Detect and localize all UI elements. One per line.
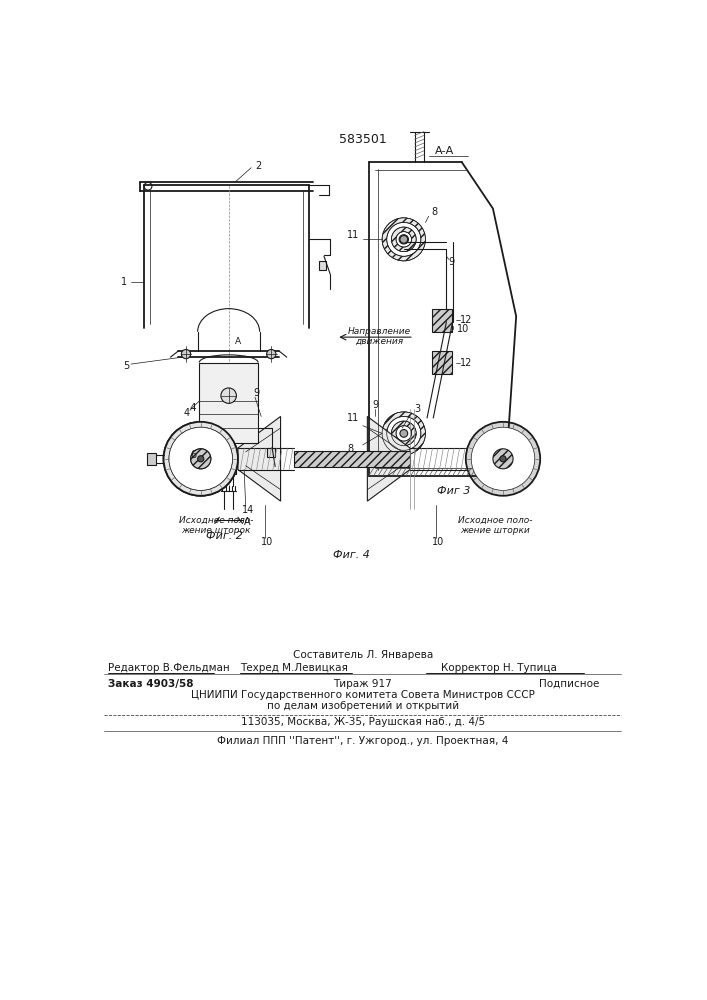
Text: Техред М.Левицкая: Техред М.Левицкая <box>240 663 348 673</box>
Circle shape <box>198 456 204 462</box>
Text: 3: 3 <box>414 404 420 414</box>
Text: 583501: 583501 <box>339 133 387 146</box>
Text: 12: 12 <box>460 315 473 325</box>
Text: Тираж 917: Тираж 917 <box>333 679 392 689</box>
Text: 4: 4 <box>184 408 189 418</box>
Circle shape <box>387 222 421 256</box>
Text: 2: 2 <box>255 161 262 171</box>
Circle shape <box>163 422 238 496</box>
Text: движения: движения <box>355 337 403 346</box>
Text: 10: 10 <box>261 537 274 547</box>
Circle shape <box>392 421 416 446</box>
Text: Исходное поло-: Исходное поло- <box>179 516 254 525</box>
Circle shape <box>472 427 534 490</box>
Text: жение шторок: жение шторок <box>182 526 251 535</box>
Circle shape <box>163 422 238 496</box>
Text: 12: 12 <box>460 358 473 368</box>
Text: Фиг. 4: Фиг. 4 <box>334 550 370 560</box>
Circle shape <box>396 232 411 247</box>
Text: по делам изобретений и открытий: по делам изобретений и открытий <box>267 701 459 711</box>
Circle shape <box>191 449 211 469</box>
Polygon shape <box>368 416 410 501</box>
Text: Исходное поло-: Исходное поло- <box>458 516 532 525</box>
Text: А-А: А-А <box>436 146 455 156</box>
Text: 9: 9 <box>449 257 455 267</box>
Bar <box>221 465 236 474</box>
Text: 8: 8 <box>347 444 354 454</box>
Bar <box>146 453 156 465</box>
Text: 8: 8 <box>431 207 437 217</box>
Circle shape <box>191 449 211 469</box>
Bar <box>293 451 410 466</box>
Text: Направление: Направление <box>347 327 411 336</box>
Bar <box>267 448 275 457</box>
Text: A: A <box>235 337 241 346</box>
Circle shape <box>221 388 236 403</box>
Text: 9: 9 <box>373 400 379 410</box>
Text: 11: 11 <box>347 231 359 240</box>
Text: 10: 10 <box>432 537 444 547</box>
Circle shape <box>493 449 513 469</box>
Text: 113035, Москва, Ж-35, Раушская наб., д. 4/5: 113035, Москва, Ж-35, Раушская наб., д. … <box>240 717 485 727</box>
Text: 4: 4 <box>189 403 196 413</box>
Circle shape <box>392 227 416 252</box>
Text: Подписное: Подписное <box>539 679 599 689</box>
Text: 11: 11 <box>347 413 359 423</box>
Circle shape <box>182 349 191 359</box>
Circle shape <box>400 430 408 437</box>
Text: ЦНИИПИ Государственного комитета Совета Министров СССР: ЦНИИПИ Государственного комитета Совета … <box>191 690 534 700</box>
Text: Редактор В.Фельдман: Редактор В.Фельдман <box>107 663 230 673</box>
Text: 9: 9 <box>253 388 259 398</box>
Text: Фиг. 2: Фиг. 2 <box>206 531 243 541</box>
Bar <box>199 363 258 443</box>
Circle shape <box>387 416 421 450</box>
Text: Филиал ППП ''Патент'', г. Ужгород., ул. Проектная, 4: Филиал ППП ''Патент'', г. Ужгород., ул. … <box>217 736 508 746</box>
Circle shape <box>400 235 408 243</box>
Text: 1: 1 <box>121 277 127 287</box>
Bar <box>433 309 452 332</box>
Text: A: A <box>244 517 251 527</box>
Text: 6: 6 <box>190 450 196 460</box>
Circle shape <box>382 412 426 455</box>
Circle shape <box>500 456 506 462</box>
Bar <box>433 351 452 374</box>
Circle shape <box>169 427 233 490</box>
Polygon shape <box>238 416 281 501</box>
Text: 5: 5 <box>123 361 129 371</box>
Circle shape <box>396 426 411 441</box>
Circle shape <box>399 235 409 244</box>
Text: Заказ 4903/58: Заказ 4903/58 <box>107 679 193 689</box>
Text: Составитель Л. Январева: Составитель Л. Январева <box>293 650 433 660</box>
Text: жение шторки: жение шторки <box>460 526 530 535</box>
Text: 14: 14 <box>242 505 254 515</box>
Circle shape <box>466 422 540 496</box>
Bar <box>320 261 325 270</box>
Text: 10: 10 <box>457 324 469 334</box>
Text: Корректор Н. Тупица: Корректор Н. Тупица <box>441 663 557 673</box>
Text: Фиг 3: Фиг 3 <box>438 486 471 496</box>
Circle shape <box>267 349 276 359</box>
Circle shape <box>382 218 426 261</box>
